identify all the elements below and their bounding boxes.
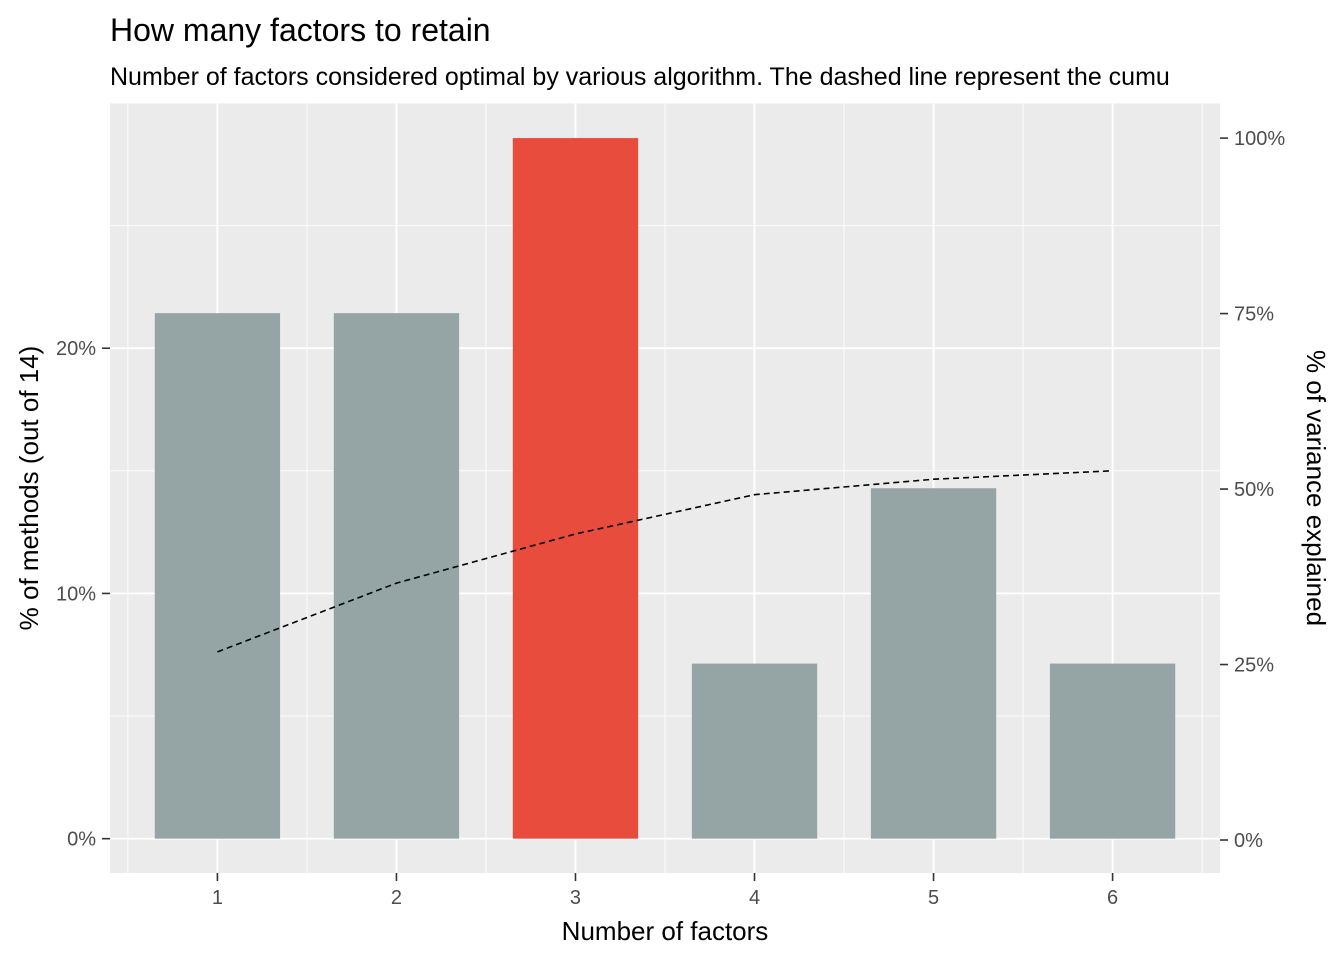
y-axis-title: % of methods (out of 14)	[14, 346, 44, 631]
x-tick-label: 2	[391, 887, 402, 909]
y2-tick-label: 0%	[1234, 830, 1263, 852]
chart-subtitle: Number of factors considered optimal by …	[110, 63, 1170, 91]
y-axis-right: 0% 25% 50% 75% 100%	[1220, 128, 1285, 852]
y-axis-left: 0% 10% 20%	[56, 338, 110, 851]
x-tick-label: 3	[570, 887, 581, 909]
bar-factor-3	[512, 138, 639, 839]
y-tick-label: 20%	[56, 338, 96, 360]
y-tick-label: 10%	[56, 583, 96, 605]
y-tick-label: 0%	[67, 829, 96, 851]
y2-tick-label: 25%	[1234, 655, 1274, 677]
y2-tick-label: 100%	[1234, 128, 1285, 150]
bar-factor-2	[333, 313, 460, 839]
bars	[154, 138, 1176, 839]
y2-tick-label: 50%	[1234, 479, 1274, 501]
chart-title: How many factors to retain	[110, 12, 491, 48]
bar-factor-4	[691, 663, 818, 839]
grid-minor	[110, 102, 1220, 873]
x-tick-label: 4	[749, 887, 760, 909]
x-tick-label: 5	[928, 887, 939, 909]
x-tick-label: 6	[1107, 887, 1118, 909]
bar-factor-1	[154, 313, 281, 839]
x-tick-label: 1	[212, 887, 223, 909]
bar-factor-5	[870, 488, 997, 839]
x-axis-title: Number of factors	[562, 916, 769, 946]
cumulative-variance-line	[217, 470, 1113, 653]
y2-tick-label: 75%	[1234, 304, 1274, 326]
bar-factor-6	[1049, 663, 1176, 839]
y2-axis-title: % of variance explained	[1301, 350, 1331, 626]
x-axis: 1 2 3 4 5 6	[212, 873, 1118, 909]
